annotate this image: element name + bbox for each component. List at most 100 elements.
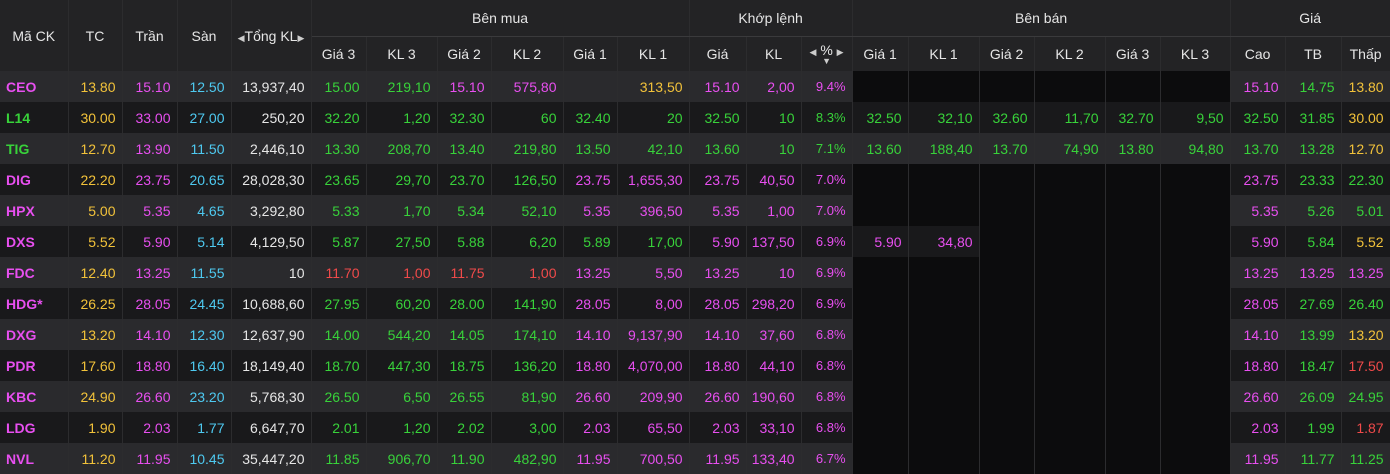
symbol-cell[interactable]: HPX bbox=[0, 195, 69, 226]
caret-right-icon[interactable]: ▶ bbox=[297, 32, 305, 43]
col-header-buy-vol1[interactable]: KL 1 bbox=[617, 36, 690, 71]
table-row[interactable]: DIG 22.20 23.75 20.65 28,028,30 23.65 29,70 23.… bbox=[0, 164, 1390, 195]
col-header-sell-vol1[interactable]: KL 1 bbox=[908, 36, 980, 71]
table-row[interactable]: HPX 5.00 5.35 4.65 3,292,80 5.33 1,70 5.34 52,10… bbox=[0, 195, 1390, 226]
buy-price-cell: 5.33 bbox=[311, 195, 367, 226]
table-row[interactable]: KBC 24.90 26.60 23.20 5,768,30 26.50 6,50 26.55… bbox=[0, 381, 1390, 412]
col-header-sell-vol2[interactable]: KL 2 bbox=[1034, 36, 1106, 71]
buy-volume-cell: 5,50 bbox=[617, 257, 690, 288]
buy-price-cell: 15.00 bbox=[311, 71, 367, 102]
total-volume-cell: 35,447,20 bbox=[231, 443, 312, 474]
symbol-cell[interactable]: TIG bbox=[0, 133, 69, 164]
sell-price-cell bbox=[1105, 164, 1161, 195]
col-header-total-volume[interactable]: ◀Tổng KL▶ bbox=[231, 0, 312, 71]
symbol-cell[interactable]: L14 bbox=[0, 102, 69, 133]
match-price-cell: 13.60 bbox=[689, 133, 747, 164]
symbol-cell[interactable]: HDG* bbox=[0, 288, 69, 319]
col-header-symbol[interactable]: Mã CK bbox=[0, 0, 69, 71]
avg-price-cell: 27.69 bbox=[1285, 288, 1342, 319]
col-header-match-pct[interactable]: ◀ % ▶ ▼ bbox=[801, 36, 853, 71]
sell-volume-cell bbox=[1160, 164, 1231, 195]
buy-price-cell: 26.55 bbox=[437, 381, 492, 412]
table-row[interactable]: DXS 5.52 5.90 5.14 4,129,50 5.87 27,50 5.88 6,20… bbox=[0, 226, 1390, 257]
col-header-ref[interactable]: TC bbox=[68, 0, 123, 71]
symbol-cell[interactable]: NVL bbox=[0, 443, 69, 474]
sort-down-icon[interactable]: ▼ bbox=[822, 56, 832, 67]
table-row[interactable]: LDG 1.90 2.03 1.77 6,647,70 2.01 1,20 2.02 3,00 2… bbox=[0, 412, 1390, 443]
symbol-cell[interactable]: CEO bbox=[0, 71, 69, 102]
table-row[interactable]: CEO 13.80 15.10 12.50 13,937,40 15.00 219,10 15… bbox=[0, 71, 1390, 102]
col-header-match-price[interactable]: Giá bbox=[689, 36, 747, 71]
col-header-sell-vol3[interactable]: KL 3 bbox=[1160, 36, 1231, 71]
ceiling-price-cell: 26.60 bbox=[122, 381, 178, 412]
table-row[interactable]: PDR 17.60 18.80 16.40 18,149,40 18.70 447,30 18… bbox=[0, 350, 1390, 381]
buy-price-cell: 13.25 bbox=[563, 257, 618, 288]
buy-volume-cell: 6,50 bbox=[366, 381, 438, 412]
buy-price-cell: 23.65 bbox=[311, 164, 367, 195]
caret-left-icon[interactable]: ◀ bbox=[237, 32, 245, 43]
col-header-sell-price3[interactable]: Giá 3 bbox=[1105, 36, 1161, 71]
col-header-buy-price1[interactable]: Giá 1 bbox=[563, 36, 618, 71]
sell-price-cell bbox=[979, 195, 1035, 226]
table-row[interactable]: HDG* 26.25 28.05 24.45 10,688,60 27.95 60,20 28… bbox=[0, 288, 1390, 319]
col-header-high[interactable]: Cao bbox=[1230, 36, 1286, 71]
low-price-cell: 17.50 bbox=[1341, 350, 1390, 381]
sell-price-cell bbox=[1105, 381, 1161, 412]
col-header-buy-vol2[interactable]: KL 2 bbox=[491, 36, 564, 71]
col-header-sell-price2[interactable]: Giá 2 bbox=[979, 36, 1035, 71]
col-header-sell-price1[interactable]: Giá 1 bbox=[852, 36, 909, 71]
col-header-floor[interactable]: Sàn bbox=[177, 0, 232, 71]
sell-price-cell bbox=[1105, 412, 1161, 443]
table-row[interactable]: NVL 11.20 11.95 10.45 35,447,20 11.85 906,70 11… bbox=[0, 443, 1390, 474]
buy-volume-cell: 20 bbox=[617, 102, 690, 133]
symbol-cell[interactable]: KBC bbox=[0, 381, 69, 412]
high-price-cell: 15.10 bbox=[1230, 71, 1286, 102]
table-row[interactable]: FDC 12.40 13.25 11.55 10 11.70 1,00 11.75 1,00 13… bbox=[0, 257, 1390, 288]
col-header-low[interactable]: Thấp bbox=[1341, 36, 1390, 71]
pct-label: % bbox=[820, 42, 833, 59]
col-header-ceiling[interactable]: Trần bbox=[122, 0, 178, 71]
avg-price-cell: 26.09 bbox=[1285, 381, 1342, 412]
caret-right-icon[interactable]: ▶ bbox=[836, 47, 844, 58]
sell-price-cell bbox=[852, 164, 909, 195]
low-price-cell: 12.70 bbox=[1341, 133, 1390, 164]
symbol-cell[interactable]: DXS bbox=[0, 226, 69, 257]
table-row[interactable]: L14 30.00 33.00 27.00 250,20 32.20 1,20 32.30 60… bbox=[0, 102, 1390, 133]
caret-left-icon[interactable]: ◀ bbox=[809, 47, 817, 58]
sell-volume-cell bbox=[908, 381, 980, 412]
sell-volume-cell bbox=[1160, 443, 1231, 474]
ceiling-price-cell: 23.75 bbox=[122, 164, 178, 195]
high-price-cell: 14.10 bbox=[1230, 319, 1286, 350]
ref-price-cell: 26.25 bbox=[68, 288, 123, 319]
buy-volume-cell: 447,30 bbox=[366, 350, 438, 381]
col-header-buy-price2[interactable]: Giá 2 bbox=[437, 36, 492, 71]
match-price-cell: 13.25 bbox=[689, 257, 747, 288]
match-volume-cell: 137,50 bbox=[746, 226, 802, 257]
buy-volume-cell: 174,10 bbox=[491, 319, 564, 350]
symbol-cell[interactable]: LDG bbox=[0, 412, 69, 443]
total-volume-cell: 2,446,10 bbox=[231, 133, 312, 164]
low-price-cell: 13.20 bbox=[1341, 319, 1390, 350]
symbol-cell[interactable]: FDC bbox=[0, 257, 69, 288]
symbol-cell[interactable]: DIG bbox=[0, 164, 69, 195]
buy-volume-cell: 1,70 bbox=[366, 195, 438, 226]
col-header-avg[interactable]: TB bbox=[1285, 36, 1342, 71]
col-header-match-vol[interactable]: KL bbox=[746, 36, 802, 71]
symbol-cell[interactable]: PDR bbox=[0, 350, 69, 381]
symbol-cell[interactable]: DXG bbox=[0, 319, 69, 350]
floor-price-cell: 12.30 bbox=[177, 319, 232, 350]
table-row[interactable]: TIG 12.70 13.90 11.50 2,446,10 13.30 208,70 13.… bbox=[0, 133, 1390, 164]
low-price-cell: 30.00 bbox=[1341, 102, 1390, 133]
buy-price-cell: 13.50 bbox=[563, 133, 618, 164]
buy-price-cell: 26.50 bbox=[311, 381, 367, 412]
buy-price-cell: 28.05 bbox=[563, 288, 618, 319]
high-price-cell: 5.35 bbox=[1230, 195, 1286, 226]
col-header-buy-vol3[interactable]: KL 3 bbox=[366, 36, 438, 71]
total-volume-cell: 3,292,80 bbox=[231, 195, 312, 226]
match-volume-cell: 1,00 bbox=[746, 195, 802, 226]
buy-price-cell: 13.30 bbox=[311, 133, 367, 164]
buy-price-cell: 11.95 bbox=[563, 443, 618, 474]
table-row[interactable]: DXG 13.20 14.10 12.30 12,637,90 14.00 544,20 14… bbox=[0, 319, 1390, 350]
col-header-buy-price3[interactable]: Giá 3 bbox=[311, 36, 367, 71]
match-pct-cell: 7.0% bbox=[801, 195, 853, 226]
